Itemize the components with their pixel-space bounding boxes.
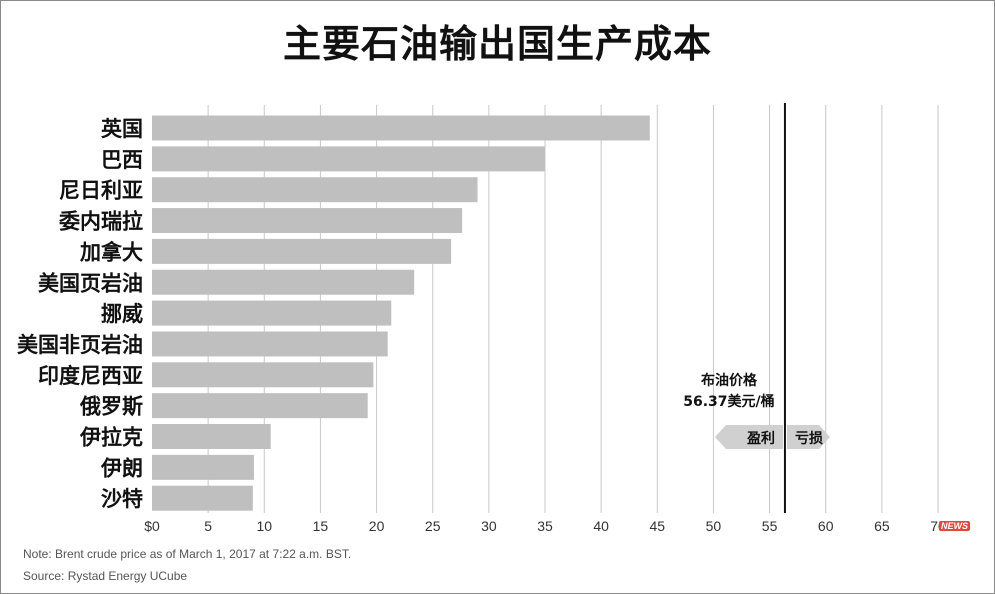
- bar: [152, 208, 463, 234]
- category-label: 英国: [101, 117, 143, 141]
- x-tick-label: $0: [144, 518, 160, 534]
- bar: [152, 300, 392, 326]
- brent-label-line2: 56.37美元/桶: [683, 393, 774, 410]
- x-tick-label: 5: [204, 518, 212, 534]
- bar: [152, 331, 388, 357]
- x-tick-label: 10: [256, 518, 272, 534]
- reference-group: 布油价格 56.37美元/桶盈利 亏损: [683, 103, 830, 513]
- category-label: 美国非页岩油: [17, 333, 143, 357]
- x-tick-label: 55: [762, 518, 778, 534]
- bar: [152, 393, 368, 419]
- x-tick-label: 60: [818, 518, 834, 534]
- bar: [152, 454, 254, 480]
- profit-label: 盈利: [746, 430, 775, 447]
- category-label: 俄罗斯: [79, 395, 143, 419]
- x-tick-label: 25: [425, 518, 441, 534]
- loss-arrow-body: [786, 425, 819, 449]
- bar: [152, 177, 478, 203]
- bar: [152, 269, 415, 295]
- category-label: 美国页岩油: [38, 271, 143, 295]
- category-label: 沙特: [101, 487, 143, 511]
- x-tick-labels: $0 5 10 15 20 25 30 35 40 45 50 55 60 65 70: [144, 518, 946, 534]
- bar: [152, 424, 271, 449]
- x-tick-label: 50: [706, 518, 722, 534]
- x-tick-label: 15: [313, 518, 329, 534]
- bar: [152, 115, 650, 141]
- bar: [152, 238, 452, 264]
- bar: [152, 146, 545, 172]
- x-tick-label: 35: [537, 518, 553, 534]
- loss-arrow-head: [818, 425, 830, 449]
- category-label: 印度尼西亚: [38, 364, 143, 388]
- category-labels: 英国巴西尼日利亚委内瑞拉加拿大美国页岩油挪威美国非页岩油印度尼西亚俄罗斯伊拉克伊…: [17, 117, 143, 511]
- category-label: 委内瑞拉: [58, 210, 143, 234]
- brent-label-line1: 布油价格: [701, 372, 758, 389]
- news-watermark: NEWS: [939, 521, 970, 531]
- x-tick-label: 45: [649, 518, 665, 534]
- category-label: 伊拉克: [79, 426, 143, 450]
- category-label: 尼日利亚: [59, 179, 143, 203]
- chart-title: 主要石油输出国生产成本: [282, 22, 712, 66]
- category-label: 挪威: [101, 302, 143, 326]
- bars: [152, 115, 650, 511]
- profit-arrow-body: [725, 425, 783, 449]
- x-tick-label: 20: [369, 518, 385, 534]
- x-tick-label: 65: [874, 518, 890, 534]
- bar: [152, 362, 374, 388]
- profit-arrow-head: [714, 425, 726, 449]
- category-label: 加拿大: [79, 240, 143, 264]
- x-tick-label: 30: [481, 518, 497, 534]
- category-label: 伊朗: [100, 456, 143, 480]
- chart-note: Note: Brent crude price as of March 1, 2…: [23, 547, 352, 561]
- loss-label: 亏损: [795, 430, 823, 447]
- bar: [152, 485, 253, 511]
- x-tick-label: 40: [593, 518, 609, 534]
- category-label: 巴西: [101, 148, 143, 172]
- chart-source: Source: Rystad Energy UCube: [23, 569, 188, 583]
